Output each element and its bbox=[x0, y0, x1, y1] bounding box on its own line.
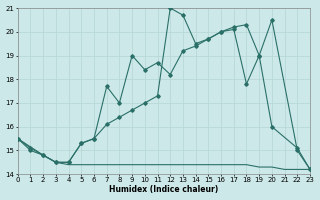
X-axis label: Humidex (Indice chaleur): Humidex (Indice chaleur) bbox=[109, 185, 219, 194]
